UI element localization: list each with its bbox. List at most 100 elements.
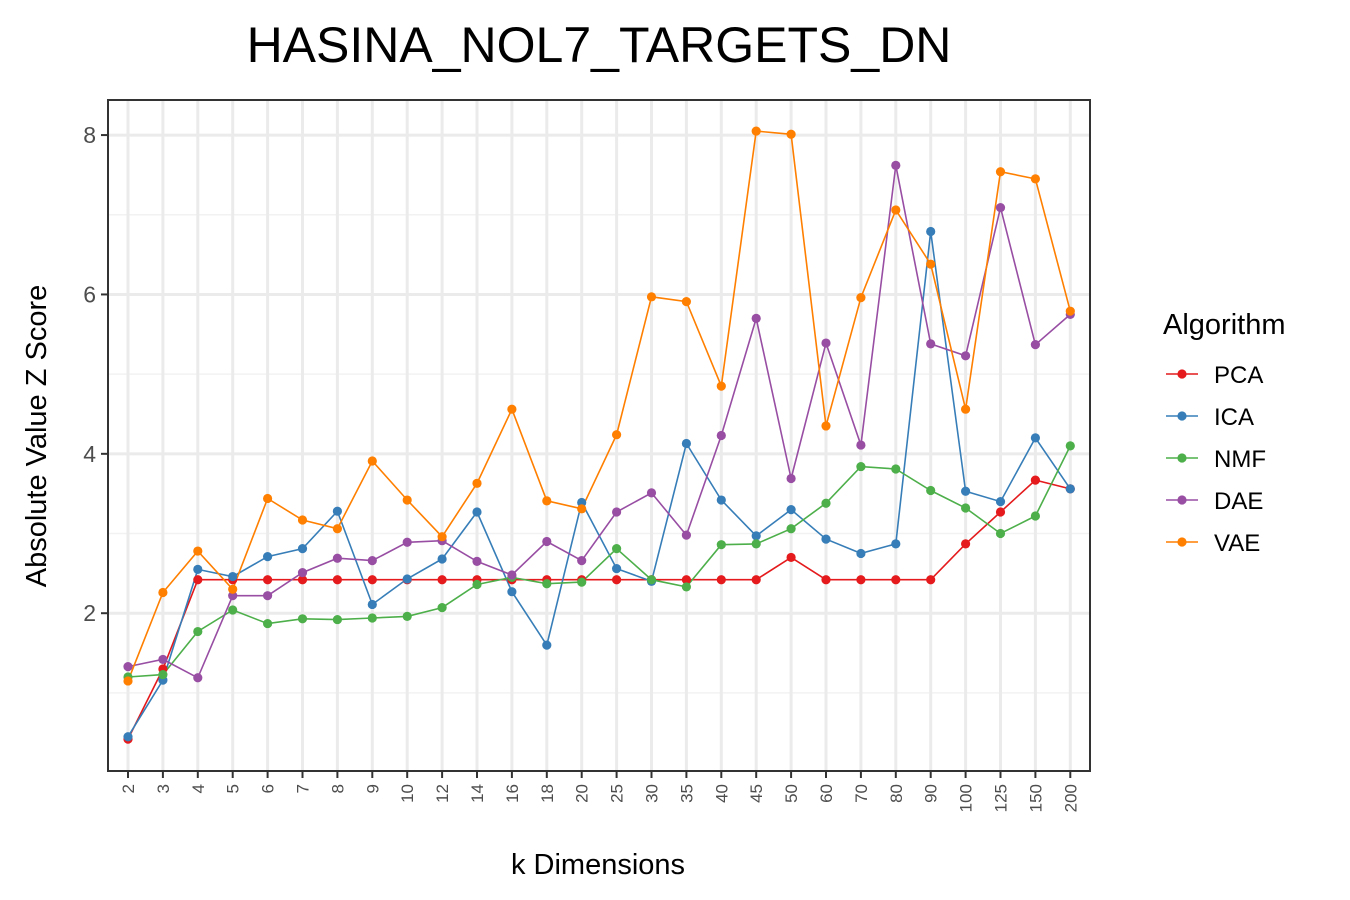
data-point-vae xyxy=(542,496,552,506)
series-line-dae xyxy=(127,165,1071,679)
x-tick-label: 3 xyxy=(154,784,173,793)
data-point-nmf xyxy=(472,579,482,590)
data-point-nmf xyxy=(612,544,622,554)
data-point-dae xyxy=(367,556,377,566)
plot-background xyxy=(108,100,1090,771)
data-point-ica xyxy=(612,563,622,574)
data-point-nmf xyxy=(786,524,796,534)
data-point-ica xyxy=(995,497,1006,507)
data-point-dae xyxy=(402,537,412,547)
data-point-vae xyxy=(1030,174,1040,184)
data-point-vae xyxy=(158,587,168,598)
data-point-vae xyxy=(961,404,971,414)
data-point-ica xyxy=(263,552,273,562)
data-point-dae xyxy=(193,673,203,683)
y-axis-title: Absolute Value Z Score xyxy=(21,285,53,588)
data-point-vae xyxy=(332,524,342,534)
data-point-dae xyxy=(786,473,796,484)
x-axis-title: k Dimensions xyxy=(511,849,685,881)
data-point-pca xyxy=(751,575,761,585)
data-point-dae xyxy=(961,351,971,361)
data-point-pca xyxy=(193,575,203,585)
legend-item-nmf: NMF xyxy=(1166,446,1266,473)
data-point-ica xyxy=(856,548,866,559)
data-point-vae xyxy=(472,478,482,488)
data-point-pca xyxy=(681,575,692,585)
data-point-dae xyxy=(158,654,168,665)
data-point-pca xyxy=(612,575,622,585)
grid xyxy=(108,100,1090,771)
data-point-nmf xyxy=(228,605,238,615)
data-point-dae xyxy=(332,553,342,563)
x-tick-label: 8 xyxy=(328,784,347,793)
legend-label-pca: PCA xyxy=(1214,362,1263,389)
data-point-ica xyxy=(297,544,308,554)
legend-label-vae: VAE xyxy=(1214,530,1260,557)
y-tick-label: 4 xyxy=(83,441,96,467)
data-point-vae xyxy=(402,495,412,505)
data-point-nmf xyxy=(681,582,692,592)
x-tick-label: 10 xyxy=(398,784,417,803)
plot-border xyxy=(107,99,1091,772)
data-point-nmf xyxy=(961,503,971,513)
data-point-dae xyxy=(263,591,273,601)
x-tick-label: 5 xyxy=(224,784,243,793)
data-point-pca xyxy=(786,552,796,563)
data-point-dae xyxy=(821,338,831,348)
series-lines xyxy=(127,130,1072,740)
data-point-nmf xyxy=(891,464,901,474)
data-point-vae xyxy=(646,292,657,302)
data-point-dae xyxy=(577,556,587,566)
x-axis: 2 3 4 5 6 7 8 9 10 12 14 16 18 20 25 30 35 40 45 50 60 70 80 90… xyxy=(119,771,1080,812)
data-point-ica xyxy=(821,534,831,544)
legend-key-point-pca xyxy=(1177,369,1187,379)
x-tick-label: 60 xyxy=(817,784,836,803)
data-point-nmf xyxy=(1065,441,1075,451)
data-point-vae xyxy=(193,546,203,556)
data-point-dae xyxy=(716,430,726,441)
data-point-dae xyxy=(856,440,866,450)
data-point-nmf xyxy=(856,461,866,472)
data-point-pca xyxy=(1030,475,1040,485)
legend-key-point-nmf xyxy=(1177,453,1187,463)
chart-title: HASINA_NOL7_TARGETS_DN xyxy=(247,17,952,73)
data-point-vae xyxy=(612,430,622,440)
data-point-dae xyxy=(507,570,517,580)
x-tick-label: 4 xyxy=(189,784,208,793)
data-point-ica xyxy=(786,505,796,515)
data-point-vae xyxy=(995,167,1006,177)
x-tick-label: 14 xyxy=(468,784,487,803)
data-point-pca xyxy=(891,575,901,585)
legend-key-point-vae xyxy=(1177,537,1187,547)
data-point-pca xyxy=(821,575,831,585)
data-point-pca xyxy=(263,575,273,585)
data-point-vae xyxy=(263,493,273,504)
data-point-nmf xyxy=(1030,511,1040,521)
data-point-nmf xyxy=(437,603,447,613)
data-point-dae xyxy=(995,202,1006,213)
legend-item-pca: PCA xyxy=(1166,362,1263,389)
legend-label-ica: ICA xyxy=(1214,404,1254,431)
data-point-pca xyxy=(716,575,726,585)
data-point-dae xyxy=(228,591,238,601)
data-point-dae xyxy=(123,662,133,672)
data-point-ica xyxy=(542,640,552,650)
data-point-dae xyxy=(612,507,622,517)
data-point-vae xyxy=(751,126,761,136)
x-tick-label: 100 xyxy=(957,784,976,812)
data-point-nmf xyxy=(193,626,203,637)
data-point-ica xyxy=(472,507,482,517)
x-tick-label: 70 xyxy=(852,784,871,803)
legend-key-point-ica xyxy=(1177,411,1187,421)
x-tick-label: 200 xyxy=(1061,784,1080,812)
series-line-pca xyxy=(127,479,1071,740)
data-point-dae xyxy=(751,313,761,323)
x-tick-label: 6 xyxy=(259,784,278,793)
data-point-nmf xyxy=(158,669,168,680)
data-point-ica xyxy=(961,486,971,496)
data-point-ica xyxy=(577,497,587,508)
data-point-dae xyxy=(1030,340,1040,350)
data-point-vae xyxy=(891,205,901,215)
data-point-pca xyxy=(367,575,377,585)
